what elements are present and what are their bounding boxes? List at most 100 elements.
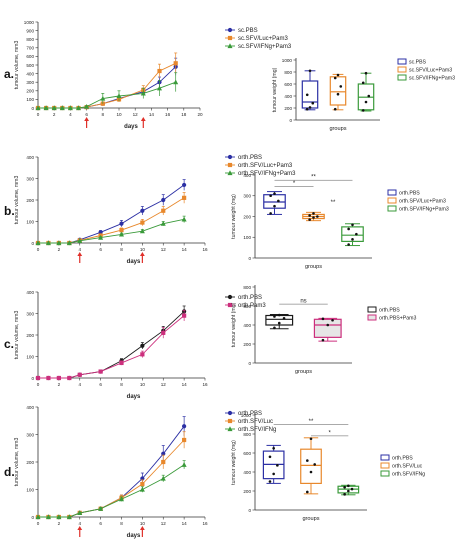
x-tick-label: 20 bbox=[197, 112, 203, 117]
box-point bbox=[308, 106, 312, 109]
treatment-arrow bbox=[84, 117, 89, 128]
box-point bbox=[321, 317, 325, 321]
box-point bbox=[273, 192, 276, 195]
series-line bbox=[38, 81, 176, 109]
data-point bbox=[77, 510, 83, 515]
panel-label: b. bbox=[4, 204, 15, 218]
data-point bbox=[140, 90, 146, 96]
series-line bbox=[38, 315, 185, 379]
legend-marker bbox=[227, 302, 233, 308]
series-1 bbox=[35, 309, 187, 381]
x-tick-label: 0 bbox=[37, 247, 40, 252]
legend-swatch bbox=[397, 74, 407, 81]
treatment-arrow-head bbox=[139, 526, 145, 530]
box-y-tick-label: 800 bbox=[284, 70, 292, 75]
data-point bbox=[35, 240, 41, 246]
data-point bbox=[46, 375, 51, 381]
data-point bbox=[43, 105, 49, 111]
legend-label: sc.PBS bbox=[409, 60, 427, 66]
panel-label: d. bbox=[4, 465, 15, 479]
legend-label: sc.SFV/Luc+Pam3 bbox=[409, 68, 452, 74]
x-tick-label: 6 bbox=[99, 382, 102, 387]
legend-label: orth.SFV/Luc bbox=[392, 464, 423, 470]
box-point bbox=[282, 317, 286, 320]
box-group-2 bbox=[357, 71, 375, 112]
box-point bbox=[273, 326, 276, 330]
line-legend: orth.PBS orth.SFV/Luc orth.SFV/IFNg bbox=[225, 410, 276, 433]
box-y-axis-label: tumour weight (mg) bbox=[272, 67, 278, 112]
series-0 bbox=[35, 305, 187, 381]
legend-marker bbox=[227, 162, 233, 168]
legend-marker bbox=[227, 35, 233, 41]
box-y-tick-label: 0 bbox=[289, 118, 292, 123]
significance-bracket: ** bbox=[273, 419, 349, 425]
data-point bbox=[35, 105, 41, 111]
significance-bracket: ns bbox=[279, 299, 328, 305]
legend-label: orth.SFV/IFNg bbox=[238, 427, 276, 433]
box-point bbox=[336, 92, 340, 96]
box-point bbox=[277, 313, 281, 317]
data-point bbox=[182, 313, 187, 318]
data-point bbox=[161, 208, 166, 213]
x-tick-label: 14 bbox=[149, 112, 155, 117]
box-legend: orth.PBS orth.SFV/Luc+Pam3 orth.SFV/IFNg+P… bbox=[387, 189, 449, 213]
data-point bbox=[161, 330, 166, 335]
y-tick-label: 900 bbox=[26, 28, 34, 33]
data-point bbox=[56, 240, 62, 246]
data-point bbox=[182, 182, 187, 188]
treatment-arrow-head bbox=[77, 526, 83, 530]
box-point bbox=[269, 194, 272, 198]
series-line bbox=[38, 464, 185, 518]
box-point bbox=[272, 446, 275, 450]
y-tick-label: 400 bbox=[26, 405, 34, 410]
treatment-arrow-head bbox=[84, 117, 89, 121]
series-line bbox=[38, 184, 185, 244]
x-tick-label: 4 bbox=[69, 112, 72, 117]
legend-label: orth.SFV/IFNg+Pam3 bbox=[238, 171, 296, 177]
significance-bracket: ** bbox=[274, 175, 353, 181]
x-tick-label: 6 bbox=[99, 521, 102, 526]
data-point bbox=[98, 369, 103, 374]
box-point bbox=[273, 315, 276, 318]
data-point bbox=[35, 514, 41, 520]
line-chart: 0 100 200 300 400 0 2 4 6 8 10 12 14 16 tumour volume,… bbox=[14, 290, 266, 400]
data-point bbox=[119, 228, 124, 233]
legend-label: sc.SFV/IFNg+Pam3 bbox=[238, 44, 292, 50]
box-y-tick-label: 200 bbox=[284, 106, 292, 111]
data-point bbox=[56, 514, 62, 520]
box-y-axis-label: tumour weight (mg) bbox=[231, 302, 237, 347]
data-point bbox=[51, 105, 57, 111]
legend-label: sc.SFV/IFNg+Pam3 bbox=[409, 76, 455, 82]
y-tick-label: 400 bbox=[26, 71, 34, 76]
y-tick-label: 300 bbox=[26, 176, 34, 181]
box-point bbox=[316, 215, 319, 218]
box-point bbox=[321, 338, 325, 342]
y-tick-label: 700 bbox=[26, 46, 34, 51]
box-body bbox=[341, 226, 364, 242]
box-chart: 0 200 400 600 800 tumour weight (mg) groups ns o… bbox=[231, 285, 416, 375]
box-point bbox=[308, 214, 311, 217]
x-tick-label: 16 bbox=[202, 521, 208, 526]
data-point bbox=[59, 105, 65, 111]
legend-marker bbox=[227, 170, 233, 176]
x-tick-label: 10 bbox=[140, 382, 146, 387]
data-point bbox=[140, 343, 145, 348]
y-tick-label: 200 bbox=[26, 460, 34, 465]
line-legend: sc.PBS sc.SFV/Luc+Pam3 sc.SFV/IFNg+Pam3 bbox=[225, 27, 292, 50]
box-y-tick-label: 0 bbox=[248, 256, 251, 261]
data-point bbox=[160, 475, 166, 481]
data-point bbox=[173, 79, 179, 85]
legend-label: orth.PBS bbox=[238, 295, 262, 301]
y-tick-label: 200 bbox=[26, 89, 34, 94]
treatment-arrow bbox=[77, 526, 83, 537]
legend-label: orth.SFV/IFNg+Pam3 bbox=[399, 207, 449, 213]
box-y-tick-label: 0 bbox=[248, 508, 251, 513]
x-tick-label: 0 bbox=[37, 521, 40, 526]
data-point bbox=[182, 195, 187, 200]
box-x-axis-label: groups bbox=[302, 516, 319, 522]
box-point bbox=[276, 464, 279, 467]
box-y-axis-label: tumour weight (mg) bbox=[231, 194, 237, 239]
y-tick-label: 100 bbox=[26, 354, 34, 359]
line-chart: 0 100 200 300 400 0 2 4 6 8 10 12 14 16 tumour volume,… bbox=[14, 405, 276, 539]
